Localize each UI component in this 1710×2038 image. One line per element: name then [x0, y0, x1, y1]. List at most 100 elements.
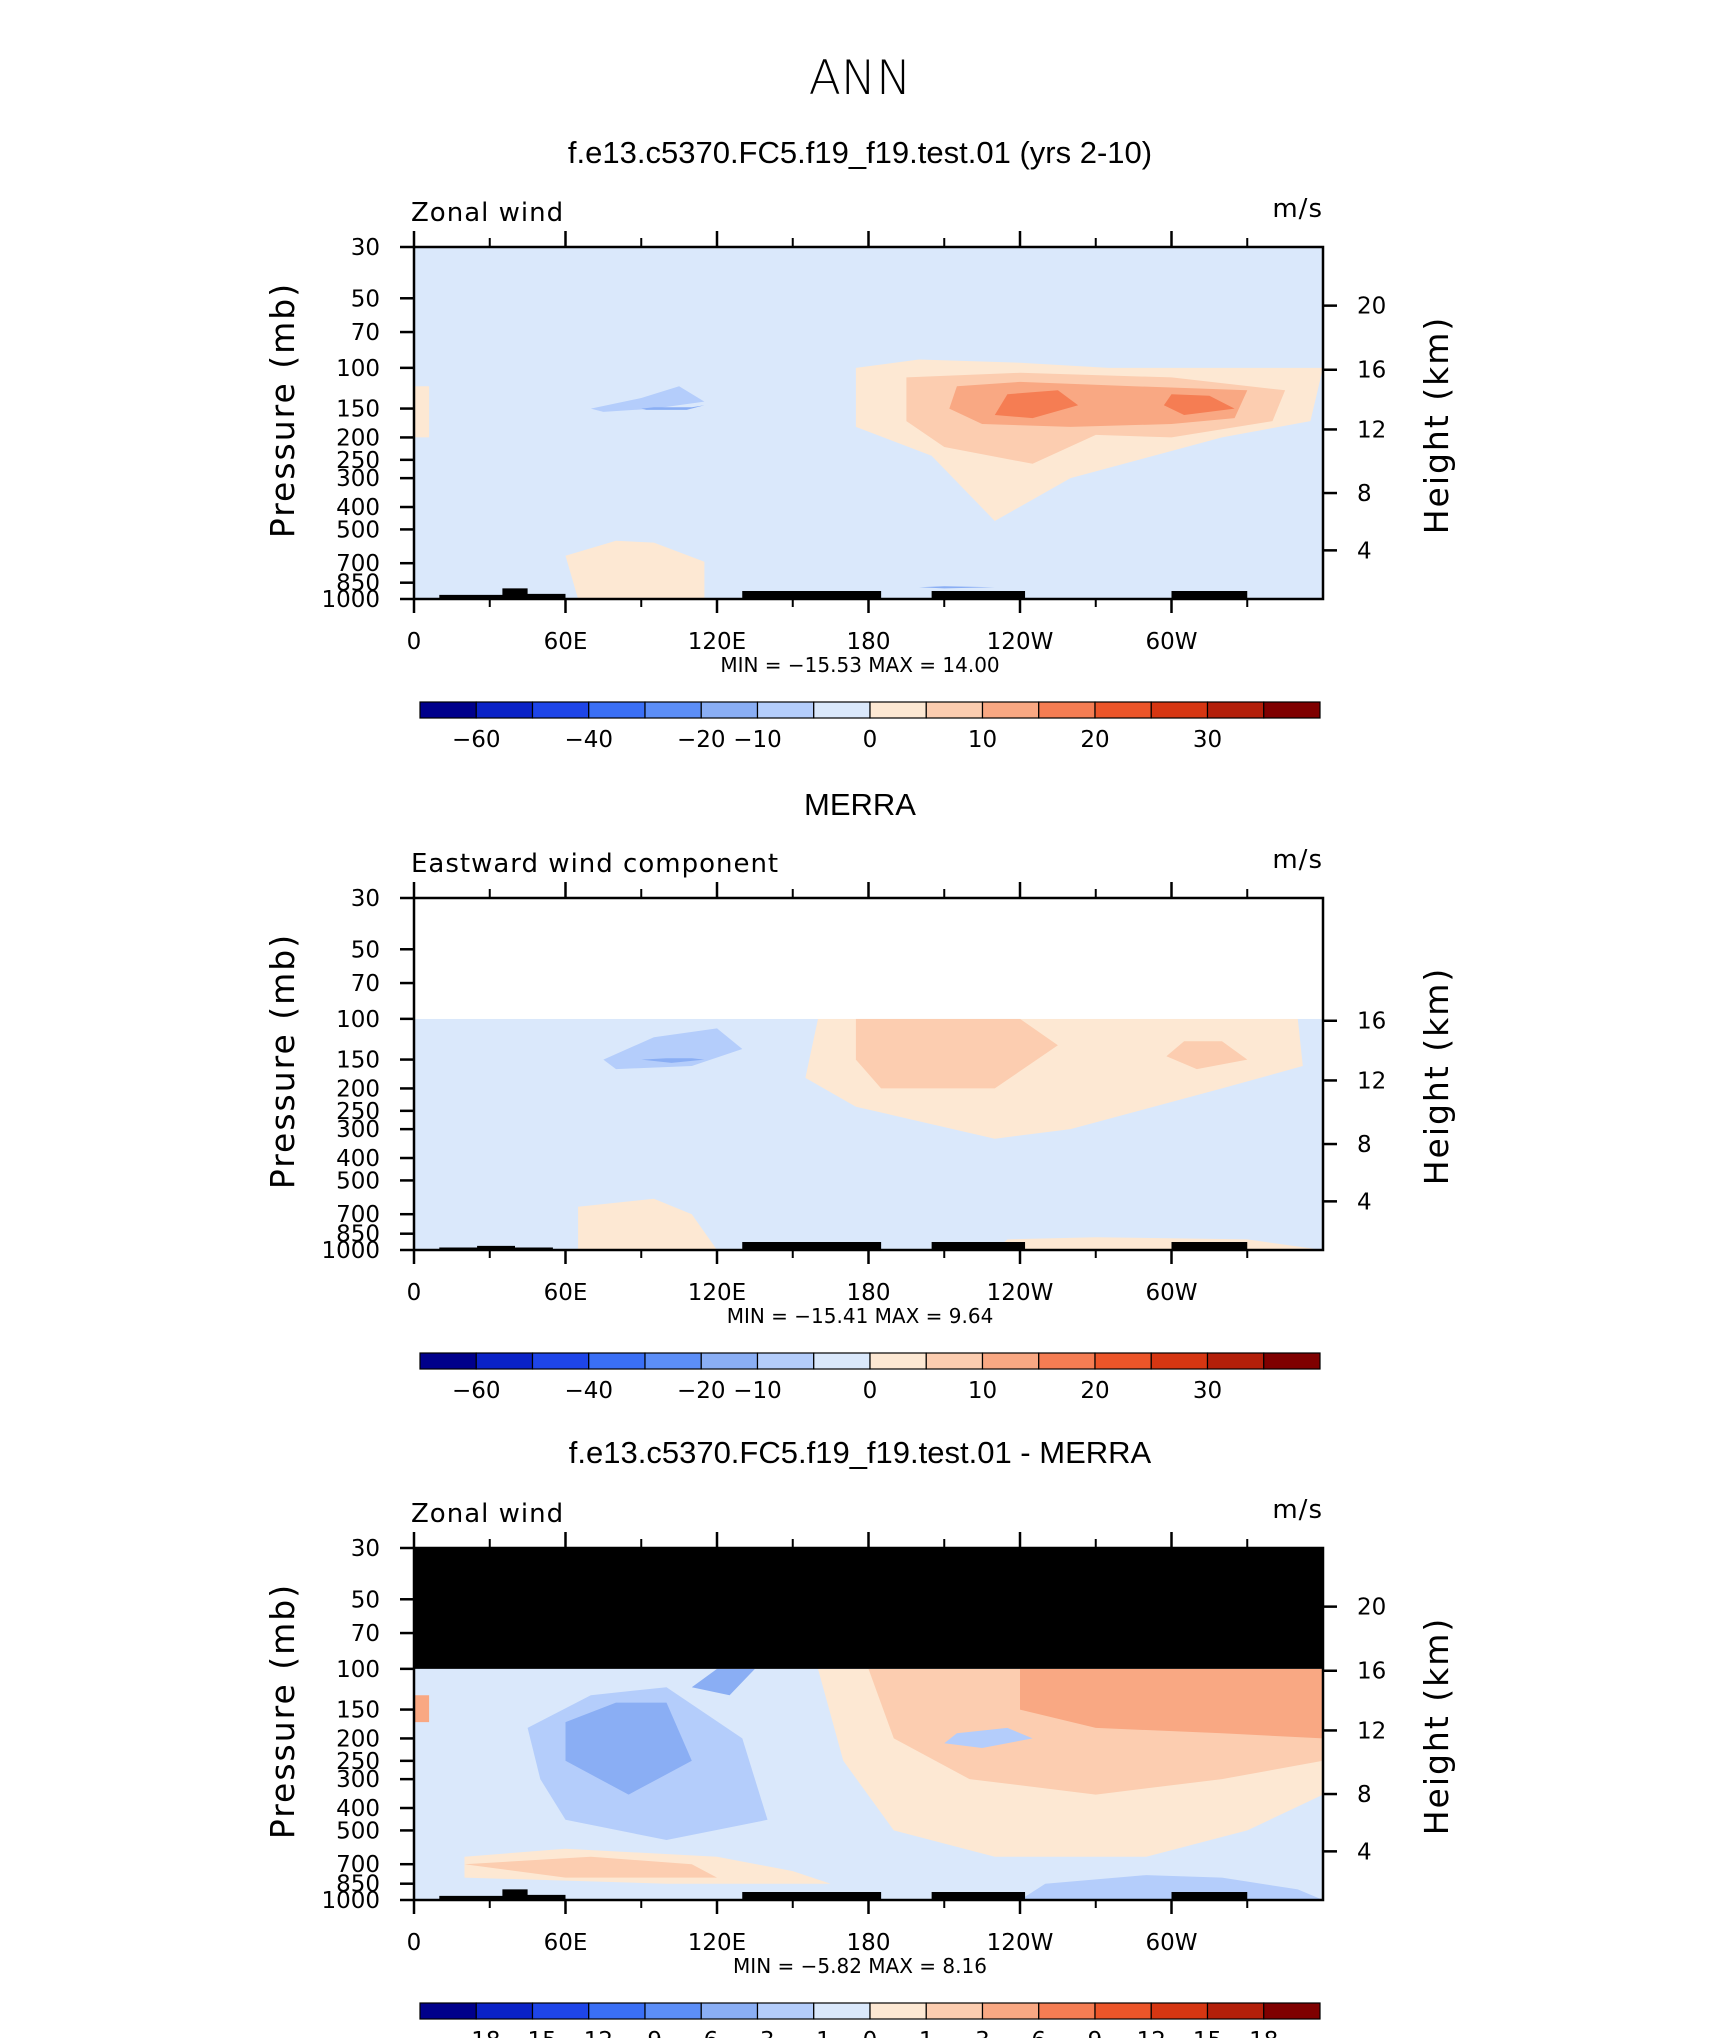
colorbar-swatch: [1038, 701, 1096, 719]
contour-region: [1163, 394, 1235, 415]
colorbar-swatch: [1150, 1352, 1209, 1370]
contour-region: [414, 386, 430, 438]
height-tick-label: 4: [1357, 1189, 1372, 1215]
contour-region: [944, 1727, 1033, 1748]
colorbar-label: 18: [1249, 2028, 1278, 2038]
y-tick-label: 70: [351, 320, 380, 346]
topography-mask: [742, 591, 882, 599]
colorbar-label: 1: [919, 2028, 934, 2038]
panel-2: MERRA Eastward wind component m/s 0 60E 120E 1…: [263, 787, 1456, 1404]
colorbar-swatch: [813, 2002, 871, 2020]
colorbar-swatch: [1263, 1352, 1321, 1370]
x-tick-label: 60W: [1145, 1930, 1197, 1956]
contour-region: [414, 1695, 430, 1723]
y-axis-label-right: Height (km): [1417, 967, 1456, 1186]
x-tick-label: 60E: [544, 629, 588, 655]
colorbar-swatch: [869, 1352, 927, 1370]
variable-label: Zonal wind: [411, 198, 564, 228]
panel-title: MERRA: [804, 787, 916, 822]
y-tick-label: 150: [336, 1698, 380, 1724]
height-tick-label: 4: [1357, 538, 1372, 564]
topography-mask: [1171, 1242, 1248, 1250]
height-tick-label: 20: [1357, 294, 1386, 320]
height-tick-label: 8: [1357, 481, 1372, 507]
colorbar-swatch: [475, 701, 534, 719]
topography-mask: [742, 1242, 882, 1250]
panel-3: f.e13.c5370.FC5.f19_f19.test.01 - MERRAZ…: [263, 1435, 1456, 2038]
height-tick-label: 8: [1357, 1132, 1372, 1158]
y-axis-label-right: Height (km): [1417, 1617, 1456, 1836]
colorbar-swatch: [1038, 2002, 1096, 2020]
colorbar-label: −40: [564, 727, 613, 753]
y-tick-label: 500: [336, 1818, 380, 1844]
panels: f.e13.c5370.FC5.f19_f19.test.01 (yrs 2-1…: [263, 135, 1456, 2038]
colorbar-label: −12: [564, 2028, 613, 2038]
topography-mask: [439, 1889, 566, 1900]
colorbar-label: 6: [1031, 2028, 1046, 2038]
contour-region: [1020, 1668, 1323, 1739]
colorbar-label: −20: [677, 1378, 726, 1404]
units-label: m/s: [1272, 845, 1323, 875]
contour-region: [641, 1058, 705, 1063]
height-tick-label: 16: [1357, 1009, 1386, 1035]
x-tick-label: 120E: [688, 1280, 746, 1306]
colorbar-label: −10: [733, 727, 782, 753]
x-tick-label: 0: [407, 629, 422, 655]
contour-region: [855, 1018, 1058, 1089]
colorbar-label: −60: [452, 1378, 501, 1404]
contour-region: [578, 1198, 717, 1250]
contour-region: [590, 386, 705, 412]
colorbar-swatch: [756, 1352, 815, 1370]
contour-region: [919, 586, 995, 589]
contour-region: [691, 1668, 755, 1696]
colorbar-label: −10: [733, 1378, 782, 1404]
y-tick-label: 400: [336, 495, 380, 521]
x-tick-label: 60E: [544, 1930, 588, 1956]
x-tick-label: 60W: [1145, 629, 1197, 655]
colorbar-swatch: [531, 1352, 590, 1370]
colorbar-swatch: [531, 2002, 590, 2020]
colorbar-swatch: [1206, 1352, 1265, 1370]
colorbar-label: −15: [508, 2028, 557, 2038]
colorbar-label: 20: [1080, 1378, 1109, 1404]
colorbar-label: 3: [975, 2028, 990, 2038]
y-tick-label: 500: [336, 517, 380, 543]
colorbar-swatch: [981, 2002, 1040, 2020]
colorbar-swatch: [531, 701, 590, 719]
colorbar-swatch: [588, 2002, 646, 2020]
panel-title: f.e13.c5370.FC5.f19_f19.test.01 - MERRA: [569, 1435, 1152, 1470]
colorbar-label: 10: [968, 727, 997, 753]
y-tick-label: 700: [336, 1852, 380, 1878]
y-tick-label: 100: [336, 1007, 380, 1033]
colorbar-label: 9: [1088, 2028, 1103, 2038]
colorbar-label: 0: [863, 1378, 878, 1404]
colorbar-swatch: [1150, 2002, 1209, 2020]
y-tick-label: 700: [336, 551, 380, 577]
colorbar-swatch: [419, 701, 477, 719]
y-tick-label: 250: [336, 1749, 380, 1775]
x-tick-label: 180: [847, 1930, 891, 1956]
plot-area: [414, 247, 1323, 599]
topography-mask: [931, 591, 1026, 599]
colorbar-swatch: [925, 701, 984, 719]
y-tick-label: 850: [336, 1222, 380, 1248]
y-tick-label: 50: [351, 286, 380, 312]
y-tick-label: 200: [336, 1076, 380, 1102]
height-tick-label: 12: [1357, 1068, 1386, 1094]
y-axis-label: Pressure (mb): [263, 282, 302, 538]
panel-title: f.e13.c5370.FC5.f19_f19.test.01 (yrs 2-1…: [568, 135, 1152, 170]
height-tick-label: 20: [1357, 1595, 1386, 1621]
y-tick-label: 30: [351, 235, 380, 261]
missing-region-top: [414, 1548, 1323, 1669]
x-tick-label: 180: [847, 1280, 891, 1306]
y-tick-label: 70: [351, 971, 380, 997]
units-label: m/s: [1272, 194, 1323, 224]
x-tick-label: 120E: [688, 1930, 746, 1956]
y-axis-label: Pressure (mb): [263, 1583, 302, 1839]
colorbar-swatch: [1094, 2002, 1152, 2020]
plot-area: [414, 1548, 1323, 1900]
min-max-stats: MIN = −15.41 MAX = 9.64: [727, 1304, 994, 1328]
height-tick-label: 4: [1357, 1839, 1372, 1865]
variable-label: Eastward wind component: [411, 849, 779, 879]
